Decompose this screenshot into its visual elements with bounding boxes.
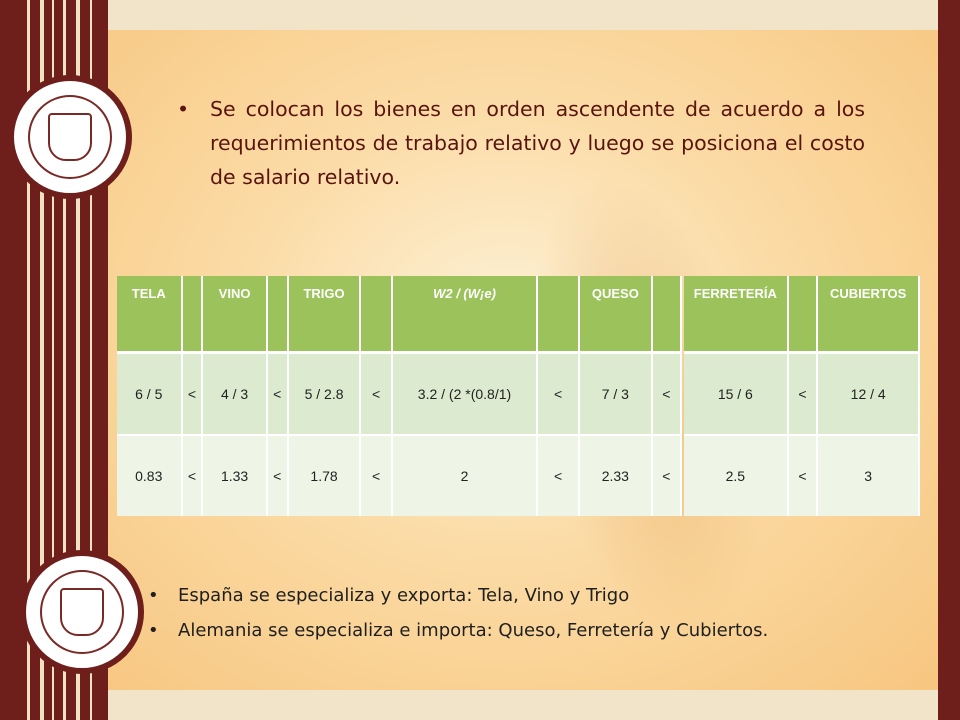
header-sep: [787, 276, 819, 352]
table-cell: <: [787, 350, 819, 435]
frame-top: [108, 0, 938, 30]
table-cell: <: [360, 350, 393, 435]
table-cell: 7 / 3: [578, 350, 653, 435]
table-cell: <: [266, 350, 289, 435]
table-cell: <: [651, 433, 683, 516]
table-cell: <: [181, 350, 204, 435]
bottom-bullets: España se especializa y exporta: Tela, V…: [148, 578, 908, 648]
table-row: 2.5 < 3: [684, 433, 920, 516]
right-decorative-band: [938, 0, 960, 720]
table-row: 15 / 6 < 12 / 4: [684, 350, 920, 435]
frame-bottom: [108, 690, 938, 720]
table-cell: 1.78: [287, 433, 362, 516]
header-sep: [360, 276, 393, 352]
header-wage-ratio: W2 / (W¡e): [391, 276, 539, 352]
institute-seal-logo: [20, 550, 144, 674]
table-cell: 6 / 5: [117, 350, 183, 435]
table-header-row: FERRETERÍA CUBIERTOS: [684, 276, 920, 352]
main-bullet-text: Se colocan los bienes en orden ascendent…: [210, 97, 865, 189]
table-cell: 2.33: [578, 433, 653, 516]
comparison-table-right: FERRETERÍA CUBIERTOS 15 / 6 < 12 / 4 2.5…: [684, 276, 920, 516]
header-ferreteria: FERRETERÍA: [684, 276, 789, 352]
table-cell: 2.5: [684, 433, 789, 516]
table-cell: 3.2 / (2 *(0.8/1): [391, 350, 539, 435]
table-cell: <: [360, 433, 393, 516]
table-cell: 15 / 6: [684, 350, 789, 435]
header-trigo: TRIGO: [287, 276, 362, 352]
table-row: 6 / 5 < 4 / 3 < 5 / 2.8 < 3.2 / (2 *(0.8…: [117, 350, 683, 435]
table-cell: <: [537, 350, 580, 435]
table-cell: 12 / 4: [817, 350, 920, 435]
bullet-germany: Alemania se especializa e importa: Queso…: [148, 613, 908, 648]
bullet-dot: •: [177, 97, 190, 121]
table-cell: <: [537, 433, 580, 516]
table-header-row: TELA VINO TRIGO W2 / (W¡e) QUESO: [117, 276, 683, 352]
header-vino: VINO: [202, 276, 268, 352]
table-cell: <: [787, 433, 819, 516]
university-seal-logo: [8, 75, 132, 199]
table-cell: 3: [817, 433, 920, 516]
header-queso: QUESO: [578, 276, 653, 352]
table-cell: 0.83: [117, 433, 183, 516]
main-bullet: • Se colocan los bienes en orden ascende…: [177, 92, 865, 194]
table-cell: <: [651, 350, 683, 435]
comparison-table-left: TELA VINO TRIGO W2 / (W¡e) QUESO 6 / 5 <…: [117, 276, 683, 516]
table-cell: <: [181, 433, 204, 516]
header-sep: [266, 276, 289, 352]
header-tela: TELA: [117, 276, 183, 352]
header-cubiertos: CUBIERTOS: [817, 276, 920, 352]
header-sep: [181, 276, 204, 352]
bullet-spain: España se especializa y exporta: Tela, V…: [148, 578, 908, 613]
table-cell: 5 / 2.8: [287, 350, 362, 435]
table-cell: 2: [391, 433, 539, 516]
table-cell: 1.33: [202, 433, 268, 516]
table-cell: <: [266, 433, 289, 516]
header-sep: [651, 276, 683, 352]
table-row: 0.83 < 1.33 < 1.78 < 2 < 2.33 <: [117, 433, 683, 516]
header-sep: [537, 276, 580, 352]
table-cell: 4 / 3: [202, 350, 268, 435]
